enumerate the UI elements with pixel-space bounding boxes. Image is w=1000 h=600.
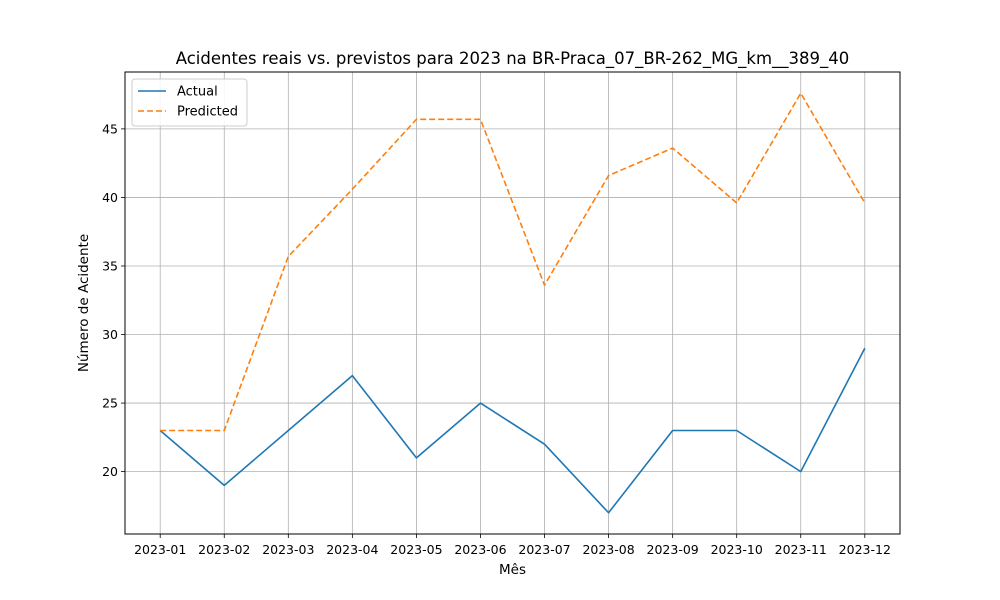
series-layer bbox=[159, 92, 866, 514]
x-tick-label: 2023-12 bbox=[839, 542, 891, 557]
legend-label-predicted: Predicted bbox=[177, 105, 238, 120]
y-ticks: 20 25 30 35 40 45 bbox=[102, 121, 125, 479]
grid bbox=[125, 72, 900, 534]
legend: Actual Predicted bbox=[131, 78, 248, 127]
y-axis-label: Número de Acidente bbox=[76, 234, 92, 372]
x-tick-label: 2023-09 bbox=[647, 542, 699, 557]
legend-label-actual: Actual bbox=[177, 85, 218, 100]
x-axis-label: Mês bbox=[499, 562, 526, 578]
series-line-predicted bbox=[160, 92, 866, 432]
x-tick-label: 2023-05 bbox=[390, 542, 442, 557]
y-tick-label: 30 bbox=[102, 327, 118, 342]
y-tick-label: 35 bbox=[102, 258, 118, 273]
plot-area bbox=[124, 71, 901, 535]
x-tick-label: 2023-01 bbox=[134, 542, 186, 557]
x-tick-label: 2023-04 bbox=[326, 542, 378, 557]
x-tick-label: 2023-07 bbox=[518, 542, 570, 557]
y-tick-label: 45 bbox=[102, 121, 118, 136]
x-tick-label: 2023-06 bbox=[454, 542, 506, 557]
x-tick-label: 2023-08 bbox=[582, 542, 634, 557]
x-ticks: 2023-01 2023-02 2023-03 2023-04 2023-05 2023-… bbox=[134, 534, 891, 557]
y-tick-label: 20 bbox=[102, 464, 118, 479]
x-tick-label: 2023-10 bbox=[711, 542, 763, 557]
series-line-actual bbox=[159, 347, 866, 514]
x-tick-label: 2023-03 bbox=[262, 542, 314, 557]
x-tick-label: 2023-02 bbox=[198, 542, 250, 557]
chart-title: Acidentes reais vs. previstos para 2023 … bbox=[176, 49, 850, 69]
y-tick-label: 40 bbox=[102, 190, 118, 205]
x-tick-label: 2023-11 bbox=[775, 542, 827, 557]
y-tick-label: 25 bbox=[102, 396, 118, 411]
